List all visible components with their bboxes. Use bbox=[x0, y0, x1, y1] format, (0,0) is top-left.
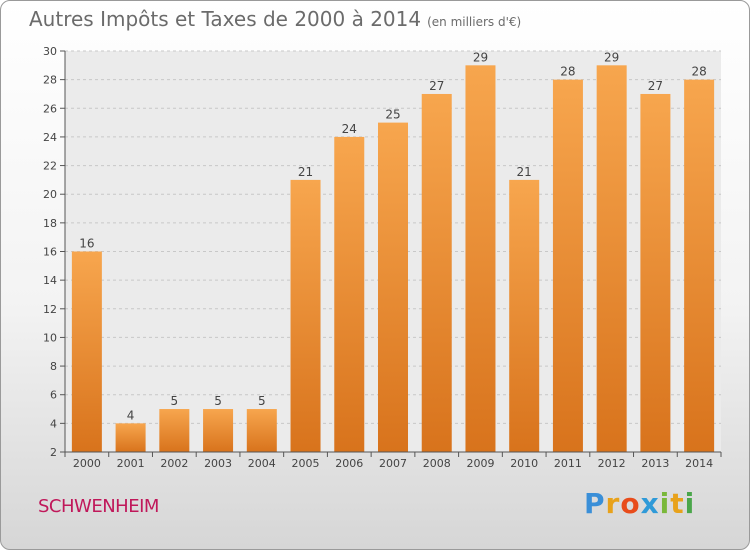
bar-2001 bbox=[115, 423, 146, 452]
logo-letter: t bbox=[670, 487, 685, 520]
x-tick-label: 2004 bbox=[248, 457, 276, 470]
data-label: 5 bbox=[171, 394, 179, 408]
bar-2013 bbox=[640, 93, 671, 452]
y-tick-label: 20 bbox=[43, 188, 57, 201]
logo-letter: i bbox=[684, 487, 696, 520]
bar-2010 bbox=[509, 179, 540, 452]
y-tick-label: 28 bbox=[43, 74, 57, 87]
y-tick-label: 2 bbox=[50, 446, 57, 459]
data-label: 21 bbox=[517, 165, 532, 179]
logo-letter: P bbox=[584, 487, 606, 520]
x-tick-label: 2010 bbox=[510, 457, 538, 470]
chart-subtitle: (en milliers d'€) bbox=[427, 15, 522, 29]
data-label: 28 bbox=[560, 65, 575, 79]
logo-letter: i bbox=[659, 487, 671, 520]
data-label: 5 bbox=[214, 394, 222, 408]
x-tick-label: 2008 bbox=[423, 457, 451, 470]
y-tick-label: 8 bbox=[50, 360, 57, 373]
y-tick-label: 6 bbox=[50, 389, 57, 402]
chart-title-text: Autres Impôts et Taxes de 2000 à 2014 bbox=[29, 7, 422, 31]
x-tick-label: 2012 bbox=[598, 457, 626, 470]
y-tick-label: 26 bbox=[43, 102, 57, 115]
data-label: 29 bbox=[604, 50, 619, 64]
data-label: 5 bbox=[258, 394, 266, 408]
bar-2007 bbox=[378, 122, 408, 452]
y-tick-label: 30 bbox=[43, 45, 57, 58]
x-tick-label: 2001 bbox=[117, 457, 145, 470]
y-tick-label: 12 bbox=[43, 303, 57, 316]
x-tick-label: 2011 bbox=[554, 457, 582, 470]
chart-title: Autres Impôts et Taxes de 2000 à 2014 (en… bbox=[29, 7, 521, 31]
y-tick-label: 24 bbox=[43, 131, 57, 144]
logo-letter: o bbox=[620, 487, 641, 520]
data-label: 29 bbox=[473, 50, 488, 64]
x-tick-label: 2003 bbox=[204, 457, 232, 470]
proxiti-logo: Proxiti bbox=[584, 487, 695, 520]
data-label: 24 bbox=[342, 122, 357, 136]
data-label: 27 bbox=[648, 79, 663, 93]
x-tick-label: 2009 bbox=[466, 457, 494, 470]
y-tick-label: 16 bbox=[43, 246, 57, 259]
bar-2000 bbox=[71, 251, 102, 452]
data-label: 27 bbox=[429, 79, 444, 93]
x-axis: 2000 2001 2002 2003 2004 2005 2006 2007 2008 2009… bbox=[64, 451, 722, 470]
y-tick-label: 22 bbox=[43, 160, 57, 173]
x-tick-label: 2006 bbox=[335, 457, 363, 470]
x-tick-label: 2005 bbox=[292, 457, 320, 470]
bar-2006 bbox=[334, 136, 365, 452]
logo-letter: r bbox=[605, 487, 621, 520]
x-tick-label: 2002 bbox=[160, 457, 188, 470]
bar-2014 bbox=[684, 79, 715, 453]
x-tick-label: 2000 bbox=[73, 457, 101, 470]
data-label: 28 bbox=[691, 65, 706, 79]
y-tick-label: 14 bbox=[43, 274, 57, 287]
x-tick-label: 2007 bbox=[379, 457, 407, 470]
x-tick-label: 2013 bbox=[641, 457, 669, 470]
logo-letter: x bbox=[640, 487, 660, 520]
data-label: 25 bbox=[385, 108, 400, 122]
bars: 16 4 5 5 5 21 24 25 27 29 21 28 29 27 28 bbox=[71, 50, 715, 453]
y-tick-label: 18 bbox=[43, 217, 57, 230]
y-tick-label: 4 bbox=[50, 417, 57, 430]
y-tick-label: 10 bbox=[43, 331, 57, 344]
data-label: 4 bbox=[127, 408, 135, 422]
bar-2009 bbox=[465, 65, 496, 453]
bar-2005 bbox=[290, 179, 321, 452]
bar-2008 bbox=[421, 93, 452, 452]
x-tick-label: 2014 bbox=[685, 457, 713, 470]
data-label: 21 bbox=[298, 165, 313, 179]
bar-2012 bbox=[596, 65, 627, 453]
bar-2004 bbox=[246, 409, 277, 452]
bar-2003 bbox=[203, 409, 234, 452]
bar-2011 bbox=[552, 79, 583, 453]
data-label: 16 bbox=[79, 237, 94, 251]
bar-2002 bbox=[159, 409, 190, 452]
commune-name: SCHWENHEIM bbox=[38, 496, 159, 517]
